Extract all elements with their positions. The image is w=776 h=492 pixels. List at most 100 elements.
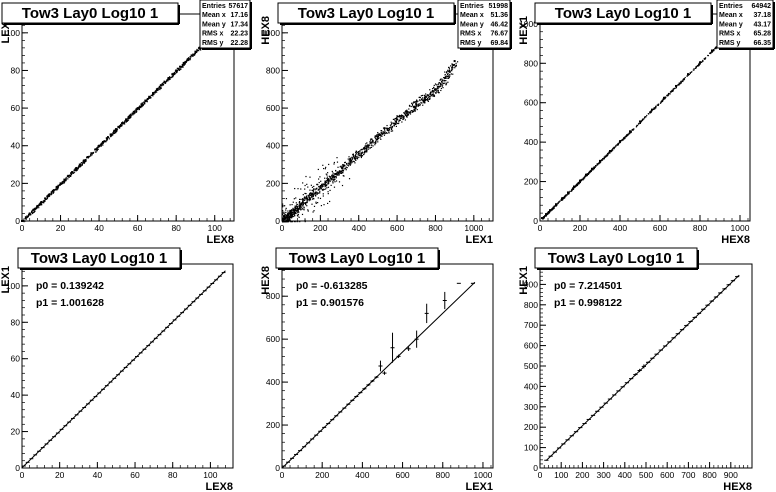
cloud-dot — [301, 208, 303, 210]
cloud-dot — [409, 113, 412, 115]
cloud-dot — [143, 102, 145, 104]
cloud-dot — [320, 186, 322, 188]
cloud-dot — [311, 186, 314, 188]
cloud-dot — [146, 99, 148, 101]
cloud-dot — [176, 69, 178, 72]
cloud-dot — [364, 150, 367, 152]
cloud-dot — [128, 116, 130, 119]
x-tick-label: 600 — [653, 223, 667, 233]
cloud-dot — [438, 83, 440, 85]
cloud-dot — [630, 130, 632, 132]
cloud-dot — [415, 100, 417, 103]
cloud-dot — [77, 166, 80, 168]
cloud-dot — [641, 119, 644, 121]
x-tick-label: 0 — [20, 223, 25, 233]
cloud-dot — [56, 189, 58, 191]
x-tick-label: 700 — [681, 470, 695, 480]
cloud-dot — [128, 115, 130, 117]
cloud-dot — [661, 100, 664, 102]
cloud-dot — [135, 111, 138, 113]
cloud-dot — [198, 50, 200, 52]
cloud-dot — [107, 136, 109, 138]
cloud-dot — [388, 131, 390, 133]
cloud-dot — [568, 191, 570, 194]
data-point — [67, 174, 70, 177]
cloud-dot — [122, 121, 124, 123]
cloud-dot — [304, 192, 306, 195]
cloud-dot — [632, 129, 634, 131]
cloud-dot — [311, 195, 313, 197]
cloud-dot — [307, 210, 309, 212]
chart-title: Tow3 Lay0 Log10 1 — [555, 5, 691, 22]
cloud-dot — [711, 51, 713, 53]
cloud-dot — [342, 164, 344, 166]
cloud-dot — [296, 205, 298, 208]
cloud-dot — [309, 193, 311, 195]
cloud-dot — [383, 129, 386, 131]
cloud-dot — [288, 219, 290, 221]
x-axis-title: HEX8 — [721, 234, 750, 246]
cloud-dot — [31, 211, 33, 214]
cloud-dot — [332, 178, 334, 180]
cloud-dot — [621, 140, 623, 142]
cloud-dot — [428, 98, 430, 100]
cloud-dot — [342, 166, 344, 168]
cloud-dot — [636, 124, 639, 127]
cloud-dot — [693, 68, 695, 70]
cloud-dot — [52, 189, 54, 191]
cloud-dot — [414, 107, 416, 109]
cloud-dot — [284, 221, 286, 223]
cloud-dot — [324, 181, 326, 184]
cloud-dot — [379, 137, 381, 139]
cloud-dot — [429, 96, 431, 98]
cloud-dot — [154, 90, 156, 92]
cloud-dot — [649, 111, 651, 113]
cloud-dot — [417, 104, 420, 106]
cloud-dot — [383, 131, 385, 134]
cloud-dot — [315, 188, 317, 190]
cloud-dot — [180, 66, 182, 68]
cloud-dot — [365, 146, 368, 148]
cloud-dot — [684, 76, 686, 79]
cloud-dot — [128, 117, 130, 120]
cloud-dot — [326, 176, 329, 178]
cloud-dot — [297, 210, 299, 212]
cloud-dot — [653, 108, 655, 110]
cloud-dot — [360, 149, 362, 151]
cloud-dot — [29, 213, 32, 215]
cloud-dot — [130, 116, 132, 118]
cloud-dot — [548, 210, 551, 213]
cloud-dot — [350, 159, 352, 161]
cloud-dot — [579, 181, 581, 184]
cloud-dot — [166, 80, 168, 83]
cloud-dot — [550, 209, 552, 211]
cloud-dot — [38, 205, 40, 207]
cloud-dot — [296, 207, 298, 210]
cloud-dot — [313, 193, 315, 195]
cloud-dot — [406, 109, 408, 111]
y-tick-label: 800 — [266, 291, 280, 301]
cloud-dot — [182, 66, 184, 68]
point-cloud — [542, 42, 722, 220]
cloud-dot — [371, 142, 373, 144]
cloud-dot — [282, 212, 284, 214]
cloud-dot — [305, 193, 307, 195]
cloud-dot — [300, 188, 302, 190]
cloud-dot — [283, 211, 285, 213]
stats-value: 17.34 — [230, 21, 248, 28]
cloud-dot — [178, 69, 180, 71]
cloud-dot — [615, 145, 617, 148]
cloud-dot — [377, 133, 379, 135]
cloud-dot — [146, 97, 149, 100]
cloud-dot — [434, 83, 437, 85]
cloud-dot — [157, 88, 159, 90]
cloud-dot — [319, 190, 321, 192]
cloud-dot — [284, 218, 286, 220]
cloud-dot — [638, 122, 640, 125]
cloud-dot — [451, 67, 453, 69]
cloud-dot — [307, 186, 309, 188]
cloud-dot — [678, 83, 681, 85]
cloud-dot — [544, 215, 547, 217]
cloud-dot — [588, 172, 590, 174]
cloud-dot — [327, 183, 329, 185]
